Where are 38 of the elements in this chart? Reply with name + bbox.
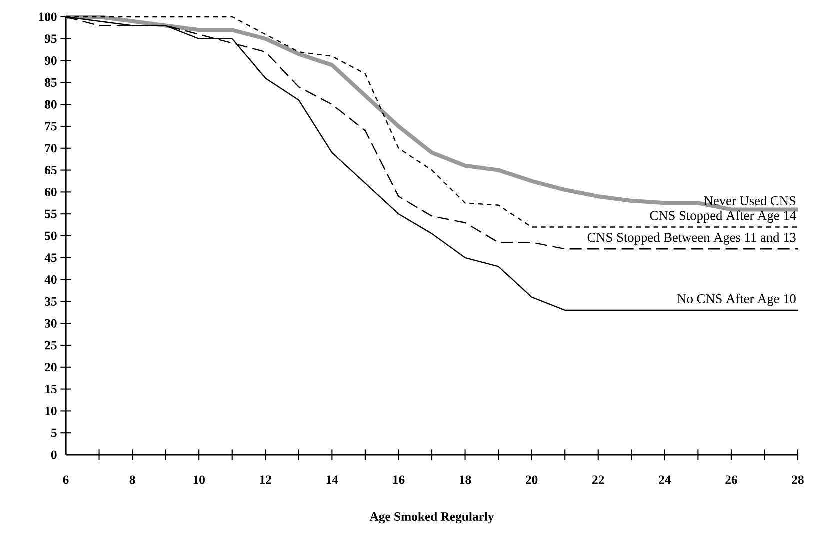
y-tick-label: 45 <box>44 254 57 262</box>
y-tick-label: 100 <box>39 12 57 22</box>
x-tick-label: 24 <box>659 476 672 484</box>
x-axis-title: Age Smoked Regularly <box>370 512 494 524</box>
y-tick-label: 65 <box>45 166 57 175</box>
x-tick-label: 26 <box>726 476 738 484</box>
y-tick-label: 15 <box>46 385 57 394</box>
x-tick-label: 28 <box>792 476 804 484</box>
y-tick-label: 0 <box>51 450 57 460</box>
x-tick-label: 14 <box>326 476 338 484</box>
y-tick-label: 90 <box>44 56 57 66</box>
x-tick-label: 6 <box>63 476 69 484</box>
y-tick-label: 70 <box>45 144 57 153</box>
y-tick-label: 95 <box>44 34 57 44</box>
x-tick-label: 18 <box>460 476 472 484</box>
y-tick-label: 25 <box>45 341 57 350</box>
x-tick-label: 10 <box>194 476 205 484</box>
series-label: CNS Stopped Between Ages 11 and 13 <box>588 232 796 245</box>
y-tick-label: 10 <box>46 406 57 416</box>
x-tick-label: 22 <box>592 476 604 484</box>
x-tick-label: 16 <box>393 476 405 484</box>
series-label: Never Used CNS <box>704 196 796 206</box>
x-tick-label: 8 <box>130 476 136 484</box>
series-label: CNS Stopped After Age 14 <box>650 210 796 223</box>
y-tick-label: 35 <box>45 297 57 306</box>
y-tick-label: 30 <box>45 319 57 328</box>
y-tick-label: 55 <box>45 210 57 218</box>
y-tick-label: 60 <box>45 188 57 196</box>
y-tick-label: 20 <box>45 363 57 372</box>
y-tick-label: 5 <box>51 428 57 438</box>
x-tick-label: 20 <box>526 476 538 484</box>
y-tick-label: 75 <box>45 122 57 131</box>
x-tick-label: 12 <box>260 476 272 484</box>
series-label: No CNS After Age 10 <box>678 294 796 306</box>
y-tick-label: 40 <box>44 276 57 284</box>
y-tick-label: 85 <box>45 78 57 87</box>
y-tick-label: 50 <box>45 232 57 240</box>
y-tick-label: 80 <box>45 100 57 109</box>
